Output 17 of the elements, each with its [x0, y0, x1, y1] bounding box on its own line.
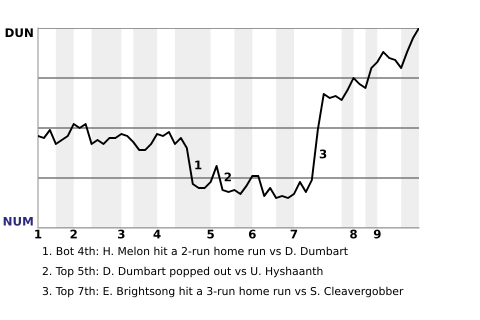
x-tick-label: 5 [207, 230, 214, 239]
x-tick-label: 8 [350, 230, 357, 239]
annotation: 1 [195, 160, 202, 170]
annotation: 3 [320, 149, 326, 158]
x-tick-label: 1 [35, 230, 42, 238]
x-tick-label: 3 [118, 230, 125, 239]
x-tick-label: 7 [290, 230, 298, 238]
x-tick-label: 6 [248, 230, 256, 239]
annotation: 2 [224, 172, 231, 182]
text: 2. Top 5th: D. Dumbart popped out vs U. Hyshaanth [42, 266, 322, 278]
x-tick-label: 9 [374, 230, 381, 239]
x-tick-label: 2 [70, 230, 77, 238]
text: NUM [4, 216, 33, 226]
text: 3. Top 7th: E. Brightsong hit a 3-run home run vs S. Cleavergobber [42, 286, 404, 298]
text: DUN [6, 28, 33, 38]
text: 1. Bot 4th: H. Melon hit a 2-run home run vs D. Dumbart [43, 246, 348, 256]
x-tick-label: 4 [153, 230, 161, 238]
